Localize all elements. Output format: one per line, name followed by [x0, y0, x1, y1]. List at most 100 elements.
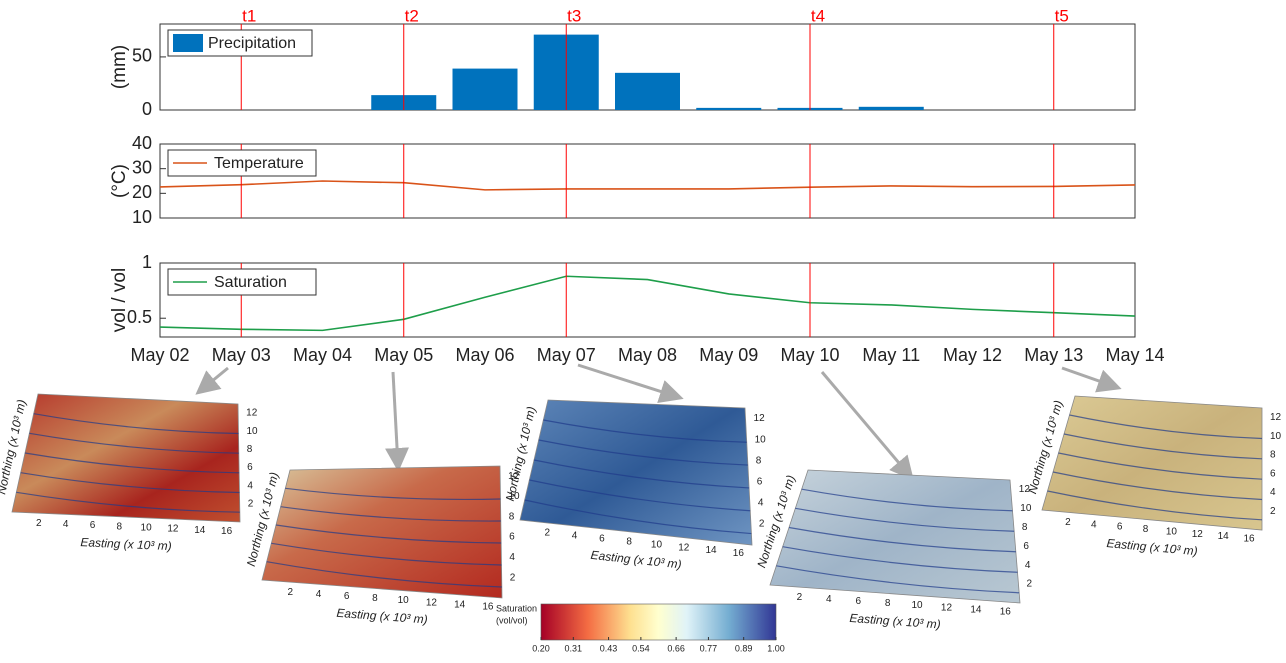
map-x-label: Easting (x 10³ m) — [590, 548, 682, 572]
map-x-tick: 4 — [63, 519, 69, 530]
plot-area — [159, 262, 1136, 338]
map-y-tick: 10 — [246, 426, 258, 437]
drainage — [1069, 414, 1263, 440]
legend-label: Saturation — [214, 274, 287, 291]
line — [159, 275, 1136, 332]
legend-label: Precipitation — [208, 35, 296, 52]
colorbar-title: (vol/vol) — [496, 615, 528, 625]
map-y-tick: 8 — [509, 511, 515, 522]
map-surface — [11, 393, 241, 523]
event-label: t5 — [1055, 6, 1069, 25]
y-axis-label: vol / vol — [109, 268, 130, 332]
legend-label: Temperature — [214, 155, 304, 172]
drainage — [280, 506, 501, 522]
colorbar-tick-label: 0.66 — [667, 643, 685, 653]
colorbar-tick-label: 0.20 — [532, 643, 550, 653]
map-x-tick: 2 — [1065, 517, 1071, 528]
map-y-tick: 2 — [510, 572, 516, 583]
line — [159, 180, 1136, 191]
map-x-tick: 8 — [885, 598, 891, 609]
map-x-tick: 10 — [911, 600, 923, 611]
arrows — [195, 363, 1122, 481]
map-x-tick: 8 — [626, 536, 632, 547]
map-y-tick: 10 — [508, 491, 520, 502]
map-y-tick: 12 — [508, 471, 520, 482]
colorbar-tick-label: 0.43 — [600, 643, 618, 653]
arrow — [1061, 366, 1122, 393]
map-y-tick: 2 — [759, 519, 765, 530]
map-x-tick: 16 — [221, 526, 233, 537]
map-x-tick: 4 — [572, 531, 578, 542]
map-y-tick: 12 — [1270, 412, 1282, 423]
y-tick-label: 1 — [142, 252, 152, 272]
legend: Saturation — [167, 268, 317, 296]
drainage — [788, 526, 1016, 553]
drainage — [1063, 433, 1263, 460]
arrow — [577, 363, 684, 403]
bar — [696, 107, 762, 110]
event-label: t2 — [405, 6, 419, 25]
x-tick-label: May 02 — [130, 345, 189, 365]
y-tick-label: 40 — [132, 133, 152, 153]
map-x-label: Easting (x 10³ m) — [80, 535, 172, 553]
map-x-tick: 6 — [90, 520, 96, 531]
map-x-tick: 12 — [1192, 529, 1204, 540]
drainage — [20, 472, 240, 494]
map-x-tick: 6 — [855, 596, 861, 607]
map-x-tick: 2 — [545, 528, 551, 539]
x-tick-label: May 12 — [943, 345, 1002, 365]
map-y-tick: 4 — [247, 480, 253, 491]
map-x-tick: 10 — [651, 539, 663, 550]
map-y-tick: 8 — [1022, 522, 1028, 533]
drainage — [1047, 490, 1263, 521]
x-tick-label: May 04 — [293, 345, 352, 365]
map-x-tick: 2 — [797, 592, 803, 603]
legend: Temperature — [167, 149, 317, 177]
map-x-tick: 10 — [398, 595, 410, 606]
drainage — [1052, 471, 1263, 501]
colorbar-tick-label: 1.00 — [767, 643, 785, 653]
x-tick-label: May 06 — [455, 345, 514, 365]
y-axis-label: (mm) — [109, 45, 130, 89]
map-x-tick: 2 — [36, 518, 42, 529]
x-tick-label: May 10 — [780, 345, 839, 365]
drainage — [33, 413, 239, 435]
x-tick-label: May 09 — [699, 345, 758, 365]
event-label: t4 — [811, 6, 825, 25]
arrow — [820, 371, 914, 481]
drainage — [782, 546, 1018, 573]
map-x-tick: 4 — [826, 594, 832, 605]
map-y-tick: 2 — [1026, 579, 1032, 590]
map-y-tick: 4 — [758, 497, 764, 508]
arrow — [385, 371, 410, 472]
map-x-label: Easting (x 10³ m) — [336, 606, 428, 627]
drainage — [266, 561, 502, 588]
map-x-tick: 14 — [705, 545, 717, 556]
map-x-tick: 6 — [599, 533, 605, 544]
colorbar-tick-label: 0.77 — [700, 643, 718, 653]
map-x-tick: 12 — [941, 602, 953, 613]
y-tick-label: 10 — [132, 207, 152, 227]
x-tick-label: May 03 — [212, 345, 271, 365]
bar — [615, 72, 680, 110]
map-y-tick: 8 — [1270, 450, 1276, 461]
x-tick-label: May 11 — [862, 345, 920, 365]
drainage — [1058, 452, 1263, 480]
colorbar-tick-label: 0.89 — [735, 643, 753, 653]
drainage — [801, 488, 1013, 512]
map-y-tick: 10 — [1270, 431, 1282, 442]
map-x-label: Easting (x 10³ m) — [1106, 536, 1198, 558]
map-y-tick: 4 — [509, 552, 515, 563]
map-y-tick: 6 — [509, 532, 515, 543]
map-y-tick: 12 — [754, 413, 766, 424]
map-x-tick: 14 — [194, 525, 206, 536]
map-x-tick: 4 — [316, 589, 322, 600]
x-tick-label: May 14 — [1105, 345, 1164, 365]
map-y-tick: 8 — [756, 455, 762, 466]
map-x-tick: 14 — [454, 599, 466, 610]
